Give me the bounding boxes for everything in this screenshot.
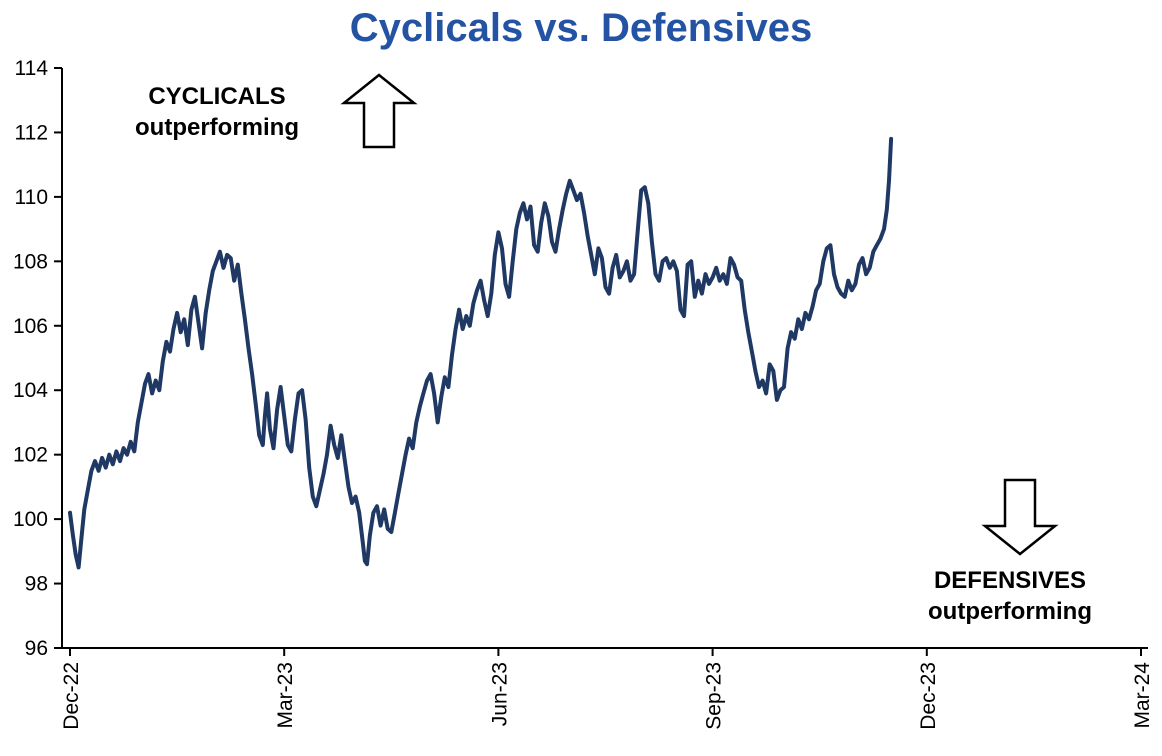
y-axis-label: 110 — [15, 186, 48, 209]
annotation-defensives: DEFENSIVES outperforming — [880, 566, 1140, 627]
annotation-defensives-line2: outperforming — [928, 597, 1092, 625]
y-axis-label: 104 — [13, 379, 48, 402]
x-axis-label: Dec-22 — [60, 662, 83, 730]
y-axis-label: 108 — [13, 250, 48, 273]
y-axis-label: 102 — [13, 444, 48, 467]
annotation-defensives-line1: DEFENSIVES — [933, 567, 1087, 594]
y-axis-label: 100 — [13, 508, 48, 531]
x-axis-label: Mar-24 — [1131, 662, 1154, 729]
chart-title: Cyclicals vs. Defensives — [349, 6, 813, 50]
x-axis-label: Mar-23 — [274, 662, 297, 729]
defensives-down-arrow-icon — [981, 478, 1059, 556]
y-axis-label: 112 — [15, 121, 48, 144]
annotation-cyclicals-line1: CYCLICALS — [148, 83, 286, 110]
series-line — [68, 136, 894, 570]
x-axis-label: Dec-23 — [917, 662, 940, 730]
y-axis-label: 98 — [25, 573, 48, 596]
axis-lines — [61, 68, 1148, 649]
annotation-cyclicals: CYCLICALS outperforming — [92, 82, 342, 143]
y-axis-label: 96 — [25, 637, 48, 660]
x-axis-label: Sep-23 — [703, 662, 726, 730]
annotation-cyclicals-line2: outperforming — [135, 113, 299, 141]
y-axis-label: 114 — [15, 57, 49, 80]
x-axis-label: Jun-23 — [488, 662, 511, 726]
cyclicals-up-arrow-icon — [340, 73, 418, 149]
y-axis-label: 106 — [13, 315, 48, 338]
